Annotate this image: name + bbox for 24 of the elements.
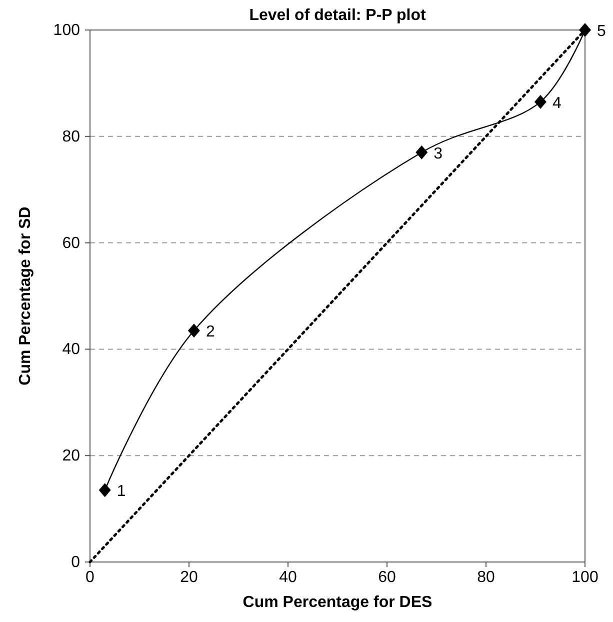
y-tick-label: 80: [62, 128, 80, 146]
annotation: 5: [597, 23, 606, 40]
point: [98, 483, 111, 498]
x-tick-label: 0: [86, 569, 95, 586]
point: [416, 145, 428, 160]
x-axis-title: Cum Percentage for DES: [242, 594, 433, 611]
y-tick-label: 60: [62, 234, 80, 252]
y-axis-title: Cum Percentage for SD: [17, 206, 34, 386]
annotation: 4: [552, 94, 562, 112]
x-tick-label: 80: [477, 569, 495, 586]
y-tick-label: 40: [62, 341, 80, 358]
y-tick-label: 100: [53, 22, 80, 39]
x-tick-label: 20: [180, 569, 198, 586]
y-tick-label: 20: [62, 448, 80, 465]
point: [534, 94, 546, 109]
x-tick-label: 40: [279, 569, 297, 586]
annotation: 1: [116, 483, 126, 500]
chart-title: Level of detail: P-P plot: [249, 7, 426, 24]
y-tick-label: 0: [71, 554, 80, 571]
point: [188, 324, 200, 338]
x-tick-label: 60: [378, 569, 396, 586]
x-tick-label: 100: [572, 569, 598, 586]
annotation: 3: [434, 145, 443, 162]
annotation: 2: [206, 324, 215, 341]
